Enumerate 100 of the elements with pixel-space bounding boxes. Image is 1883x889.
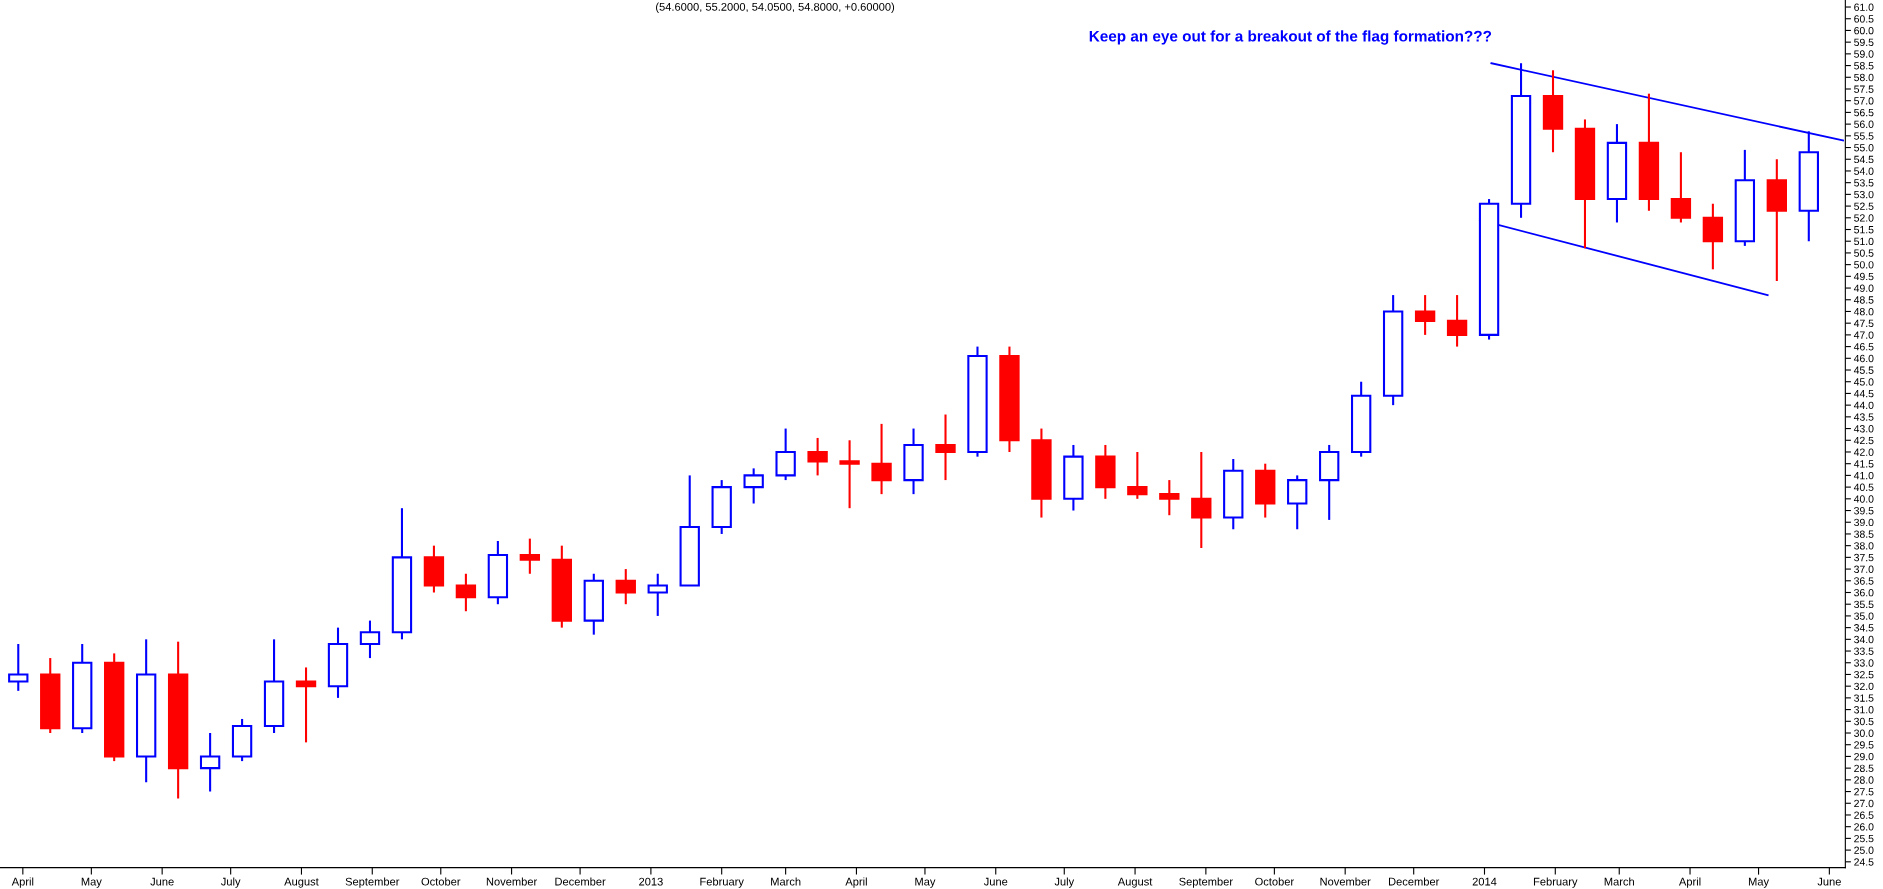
candlestick xyxy=(647,572,668,617)
x-tick-label: April xyxy=(845,877,867,888)
y-tick-label: 37.5 xyxy=(1854,553,1874,562)
candlestick xyxy=(839,439,860,510)
x-tick-label: March xyxy=(1604,877,1634,886)
candlestick xyxy=(8,642,29,692)
y-tick-label: 34.0 xyxy=(1854,635,1874,644)
y-tick-label: 60.5 xyxy=(1854,15,1874,23)
candlestick xyxy=(1159,479,1180,517)
y-tick-label: 60.0 xyxy=(1854,26,1874,35)
y-tick-label: 28.5 xyxy=(1854,764,1874,773)
y-tick-label: 29.5 xyxy=(1854,741,1874,749)
y-tick-label: 59.0 xyxy=(1854,50,1874,58)
x-tick-label: September xyxy=(1179,877,1233,888)
y-tick-label: 41.0 xyxy=(1853,471,1874,480)
y-tick-label: 28.0 xyxy=(1854,776,1874,784)
candlestick xyxy=(807,436,828,477)
y-tick-label: 38.5 xyxy=(1854,530,1874,538)
y-tick-label: 55.5 xyxy=(1854,132,1874,140)
y-tick-label: 51.0 xyxy=(1854,237,1874,246)
y-tick-label: 31.5 xyxy=(1854,694,1874,702)
candlestick xyxy=(935,413,956,482)
y-tick-label: 30.0 xyxy=(1854,729,1874,737)
x-tick-label: May xyxy=(81,877,102,888)
y-tick-label: 41.5 xyxy=(1853,460,1874,468)
candlestick xyxy=(775,427,796,482)
x-tick-label: October xyxy=(421,877,461,886)
y-tick-label: 46.0 xyxy=(1853,354,1874,363)
x-tick-label: September xyxy=(345,877,400,888)
y-tick-label: 27.5 xyxy=(1854,788,1874,796)
y-tick-label: 32.5 xyxy=(1854,670,1874,679)
y-tick-label: 33.0 xyxy=(1854,659,1874,667)
y-tick-label: 38.0 xyxy=(1854,542,1874,550)
y-tick-label: 39.5 xyxy=(1854,507,1874,515)
x-tick-label: June xyxy=(150,877,174,886)
y-tick-label: 24.5 xyxy=(1854,858,1874,866)
x-tick-label: October xyxy=(1255,877,1294,886)
y-tick-label: 47.5 xyxy=(1853,319,1874,328)
y-tick-label: 31.0 xyxy=(1854,706,1874,714)
y-tick-label: 45.0 xyxy=(1853,378,1874,386)
y-tick-label: 49.0 xyxy=(1853,284,1874,292)
x-tick-label: April xyxy=(1678,877,1701,888)
y-tick-label: 54.0 xyxy=(1854,167,1874,175)
candlestick xyxy=(455,572,477,613)
x-tick-label: February xyxy=(1533,877,1578,888)
y-tick-label: 46.5 xyxy=(1853,343,1874,351)
x-tick-label: November xyxy=(1320,877,1371,886)
y-tick-label: 26.0 xyxy=(1854,823,1874,831)
candlestick xyxy=(1127,450,1148,500)
y-tick-label: 44.5 xyxy=(1853,390,1874,398)
y-tick-label: 26.5 xyxy=(1854,811,1874,819)
candlestick xyxy=(1191,450,1212,550)
y-tick-label: 37.0 xyxy=(1854,565,1874,573)
candlestick xyxy=(1287,474,1308,531)
y-tick-label: 40.0 xyxy=(1853,495,1874,503)
y-tick-label: 43.0 xyxy=(1853,425,1874,433)
x-tick-label: May xyxy=(1748,877,1770,888)
y-tick-label: 29.0 xyxy=(1854,752,1874,761)
y-tick-label: 58.0 xyxy=(1854,73,1874,82)
x-tick-label: 2014 xyxy=(1472,877,1497,886)
y-tick-label: 33.5 xyxy=(1854,647,1874,655)
candlestick xyxy=(615,568,636,606)
y-tick-label: 53.5 xyxy=(1854,179,1874,187)
x-tick-label: February xyxy=(700,877,744,888)
y-tick-label: 57.0 xyxy=(1854,97,1874,105)
candlestick xyxy=(1446,294,1468,348)
x-tick-label: December xyxy=(1388,877,1440,886)
y-tick-label: 43.5 xyxy=(1853,413,1874,421)
y-tick-label: 47.0 xyxy=(1853,331,1874,339)
y-tick-label: 42.5 xyxy=(1853,436,1874,445)
y-tick-label: 35.5 xyxy=(1854,600,1874,609)
x-tick-label: 2013 xyxy=(639,877,663,886)
candlestick xyxy=(1702,202,1724,271)
y-tick-label: 48.0 xyxy=(1853,307,1874,316)
candlestick xyxy=(1414,294,1436,336)
x-tick-label: November xyxy=(486,877,538,886)
y-tick-label: 34.5 xyxy=(1854,624,1874,632)
y-tick-label: 52.0 xyxy=(1854,214,1874,222)
y-tick-label: 44.0 xyxy=(1853,401,1874,410)
y-tick-label: 52.5 xyxy=(1854,202,1874,210)
y-tick-label: 58.5 xyxy=(1854,62,1874,70)
y-tick-label: 49.5 xyxy=(1853,272,1874,281)
x-tick-label: March xyxy=(771,877,801,886)
y-tick-label: 54.5 xyxy=(1854,155,1874,164)
y-tick-label: 56.0 xyxy=(1854,120,1874,128)
chart-title: (54.6000, 55.2000, 54.0500, 54.8000, +0.60000) xyxy=(656,2,895,13)
y-tick-label: 25.5 xyxy=(1854,834,1874,843)
y-tick-label: 53.0 xyxy=(1854,190,1874,199)
candlestick xyxy=(519,537,541,575)
x-tick-label: August xyxy=(284,877,319,888)
x-tick-label: April xyxy=(11,877,34,888)
candlestick xyxy=(199,731,221,793)
y-tick-label: 25.0 xyxy=(1854,846,1874,854)
y-tick-label: 56.5 xyxy=(1854,108,1874,117)
x-tick-label: July xyxy=(1054,877,1075,888)
y-tick-label: 30.5 xyxy=(1854,717,1874,726)
y-tick-label: 57.5 xyxy=(1854,85,1874,93)
x-tick-label: December xyxy=(555,877,606,886)
candlestick xyxy=(295,666,317,744)
y-tick-label: 35.0 xyxy=(1854,612,1874,620)
